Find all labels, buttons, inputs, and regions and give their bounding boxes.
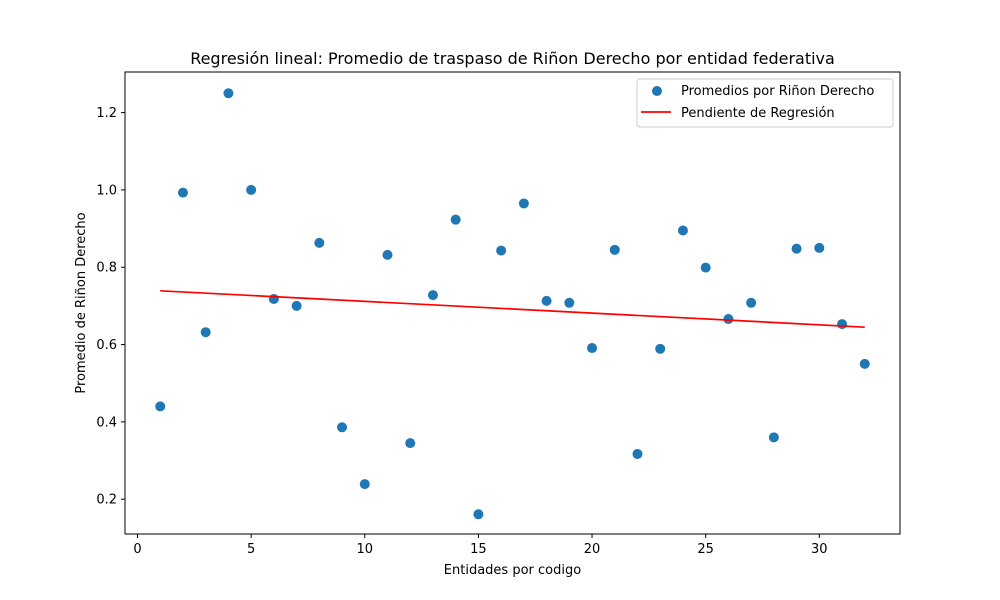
scatter-point [427, 290, 438, 301]
scatter-point [791, 243, 802, 254]
x-tick-label: 5 [247, 542, 255, 557]
scatter-point [155, 401, 166, 412]
legend-marker-scatter [652, 86, 662, 96]
scatter-point [291, 300, 302, 311]
x-tick-label: 10 [356, 542, 373, 557]
scatter-point [837, 319, 848, 330]
scatter-point [768, 432, 779, 443]
scatter-point [382, 249, 393, 260]
scatter-point [268, 293, 279, 304]
scatter-point [587, 343, 598, 354]
scatter-point [541, 295, 552, 306]
y-tick-label: 0.2 [96, 493, 117, 508]
scatter-point [177, 187, 188, 198]
x-tick-label: 30 [811, 542, 828, 557]
scatter-point [450, 214, 461, 225]
scatter-point [746, 297, 757, 308]
plot-area [155, 88, 870, 520]
x-tick-label: 25 [697, 542, 714, 557]
scatter-point [314, 237, 325, 248]
x-tick-label: 0 [133, 542, 141, 557]
y-tick-label: 1.2 [96, 106, 117, 121]
y-axis: 0.2 0.4 0.6 0.8 1.0 1.2 [96, 106, 125, 508]
scatter-point [359, 479, 370, 490]
scatter-point [632, 448, 643, 459]
scatter-point [473, 509, 484, 520]
scatter-point [700, 262, 711, 273]
legend-label-scatter: Promedios por Riñon Derecho [681, 84, 874, 99]
legend-box [636, 78, 894, 128]
y-tick-label: 0.4 [96, 415, 117, 430]
chart-title: Regresión lineal: Promedio de traspaso d… [190, 49, 835, 68]
x-axis-label: Entidades por codigo [444, 563, 581, 578]
legend: Promedios por Riñon Derecho Pendiente de… [636, 78, 894, 128]
scatter-point [518, 198, 529, 209]
y-tick-label: 0.6 [96, 338, 117, 353]
legend-label-line: Pendiente de Regresión [681, 106, 835, 121]
scatter-point [655, 343, 666, 354]
x-tick-label: 15 [470, 542, 487, 557]
y-tick-label: 0.8 [96, 261, 117, 276]
x-axis: 0 5 10 15 20 25 30 [133, 534, 828, 557]
y-axis-label: Promedio de Riñon Derecho [74, 212, 89, 393]
y-tick-label: 1.0 [96, 183, 117, 198]
scatter-point [677, 225, 688, 236]
scatter-point [337, 422, 348, 433]
scatter-point [246, 184, 257, 195]
scatter-point [859, 358, 870, 369]
scatter-point [223, 88, 234, 99]
scatter-point [564, 297, 575, 308]
x-tick-label: 20 [584, 542, 601, 557]
scatter-point [814, 242, 825, 253]
regression-line [160, 289, 865, 329]
scatter-point [723, 314, 734, 325]
scatter-point [200, 327, 211, 338]
scatter-point [609, 244, 620, 255]
plot-frame [124, 71, 901, 535]
scatter-point [405, 438, 416, 449]
scatter-point [496, 245, 507, 256]
